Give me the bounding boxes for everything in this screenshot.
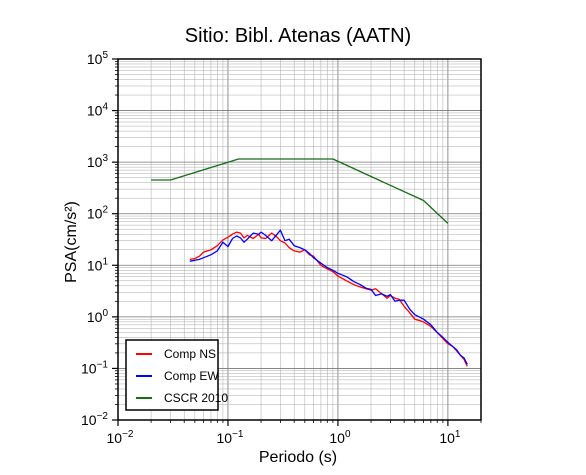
grid [117, 58, 482, 421]
axis-ticks: 10−2 10−1 100 101 10−2 10−1 100 101 102 103 104 105 [81, 50, 482, 446]
x-tick-label: 101 [439, 429, 461, 446]
y-tick-label: 103 [87, 153, 109, 170]
y-tick-label: 10−2 [81, 411, 108, 428]
legend-label: Comp EW [164, 369, 219, 383]
y-tick-label: 105 [87, 50, 109, 67]
x-tick-label: 10−2 [107, 429, 134, 446]
legend-label: Comp NS [164, 347, 216, 361]
series-line-comp-ew [189, 229, 468, 365]
legend: Comp NS Comp EW CSCR 2010 [125, 339, 228, 411]
chart-title: Sitio: Bibl. Atenas (AATN) [185, 25, 411, 47]
y-tick-label: 101 [87, 256, 109, 273]
plot-frame [117, 58, 482, 421]
y-axis-label: PSA(cm/s²) [63, 201, 80, 283]
x-tick-label: 10−1 [216, 429, 243, 446]
series-lines [151, 158, 468, 367]
series-line-cscr-2010 [151, 158, 449, 224]
y-tick-label: 104 [87, 102, 109, 119]
series-line-comp-ns [189, 231, 468, 367]
x-tick-label: 100 [329, 429, 351, 446]
y-tick-label: 10−1 [81, 359, 108, 376]
legend-label: CSCR 2010 [164, 391, 228, 405]
x-axis-label: Periodo (s) [259, 449, 337, 466]
y-tick-label: 102 [87, 205, 109, 222]
y-tick-label: 100 [87, 308, 109, 325]
